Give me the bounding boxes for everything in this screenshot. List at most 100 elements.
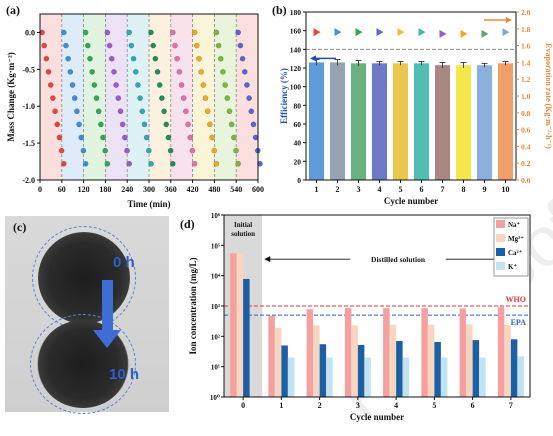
mass-point — [65, 55, 71, 62]
efficiency-bar — [413, 63, 430, 181]
mass-point — [111, 69, 117, 75]
efficiency-bar — [350, 63, 367, 181]
mass-point — [43, 55, 50, 62]
mass-point — [169, 160, 176, 167]
x-axis-label: Time (min) — [127, 199, 170, 209]
mass-point — [104, 29, 111, 36]
y2-axis-label: Evaporation rate (Kg·m⁻²·h⁻¹) — [544, 43, 553, 149]
y-tick-label: 100 — [290, 83, 302, 92]
mass-point — [180, 95, 187, 101]
mass-point — [104, 160, 111, 167]
mass-point — [183, 108, 189, 115]
mass-point — [235, 160, 241, 167]
y2-tick-label: 2.0 — [521, 8, 531, 17]
distilled-label: Distilled solution — [371, 255, 426, 264]
evaporation-marker — [481, 29, 489, 38]
mass-point — [222, 82, 228, 88]
initial-label-line1: Initial — [234, 221, 252, 229]
ion-bar — [504, 324, 511, 397]
mass-point — [143, 134, 150, 141]
ion-bar — [230, 253, 237, 397]
left-arrow-head — [310, 55, 316, 62]
y2-tick-label: 1.2 — [521, 75, 531, 84]
y2-tick-label: 1.4 — [521, 58, 531, 67]
mass-point — [146, 147, 152, 154]
x-tick-label: 5 — [432, 401, 436, 410]
mass-point — [220, 69, 226, 75]
mass-point — [156, 82, 163, 88]
ion-bar — [396, 341, 403, 397]
ion-bar — [351, 325, 358, 397]
panel-b: 1 2 3 4 5 6 7 8 9 100204060801001201401601800.00.… — [272, 3, 553, 206]
evaporation-marker — [313, 28, 321, 37]
legend-swatch — [496, 248, 505, 256]
mass-point — [228, 121, 235, 128]
mass-point — [141, 121, 148, 128]
time-arrow-shaft — [102, 280, 113, 332]
mass-point — [241, 69, 248, 75]
mass-point — [148, 160, 154, 167]
mass-point — [78, 134, 85, 141]
ion-bar — [389, 324, 397, 397]
mass-point — [239, 55, 246, 62]
y-tick-label: 0 — [297, 176, 301, 185]
mass-point — [47, 82, 54, 88]
mass-point — [213, 29, 220, 36]
mass-point — [50, 95, 56, 101]
panel-d-label: (d) — [180, 217, 195, 231]
mass-point — [76, 121, 82, 128]
panel-c-label: (c) — [13, 220, 27, 234]
mass-point — [54, 121, 61, 128]
y2-tick-label: 0.4 — [521, 142, 531, 151]
mass-point — [135, 82, 141, 88]
mass-point — [61, 29, 67, 36]
ion-bar — [517, 356, 524, 397]
mass-point — [45, 69, 52, 75]
mass-point — [82, 29, 89, 36]
y-tick-label: 10¹ — [211, 364, 220, 372]
dish-bottom-ring — [30, 314, 136, 414]
photo-bottom-label: 10 h — [109, 366, 140, 383]
efficiency-bar — [371, 63, 388, 181]
x-tick-label: 1 — [279, 401, 283, 410]
ion-bar — [268, 315, 275, 397]
mass-point — [108, 55, 115, 62]
mass-point — [226, 108, 233, 115]
mass-point — [191, 160, 198, 167]
mass-point — [189, 147, 196, 154]
mass-point — [150, 42, 156, 49]
mass-point — [139, 108, 146, 115]
mass-point — [250, 121, 257, 128]
x-tick-label: 3 — [357, 185, 361, 194]
mass-point — [148, 29, 154, 36]
x-tick-label: 0 — [241, 401, 245, 410]
mass-point — [106, 42, 113, 49]
evaporation-marker — [334, 28, 342, 37]
mass-point — [161, 108, 167, 115]
efficiency-bar — [455, 65, 472, 180]
legend-swatch — [496, 262, 505, 270]
x-tick-label: 9 — [483, 185, 487, 194]
y-tick-label: -1.0 — [22, 102, 35, 111]
mass-point — [126, 29, 132, 36]
mass-point — [117, 108, 124, 115]
efficiency-bar — [308, 62, 325, 180]
mass-point — [178, 82, 185, 88]
mass-point — [115, 95, 122, 101]
ion-bar — [510, 339, 518, 397]
x-tick-label: 3 — [356, 401, 360, 410]
mass-point — [185, 121, 191, 128]
efficiency-bar — [497, 63, 514, 181]
mass-point — [41, 42, 47, 49]
ion-bar — [287, 357, 295, 397]
ion-bar — [497, 307, 505, 397]
y-tick-label: 10⁴ — [211, 273, 221, 281]
y2-tick-label: 0.8 — [521, 109, 531, 118]
mass-point — [204, 108, 211, 115]
evaporation-marker — [397, 28, 405, 37]
evaporation-marker — [439, 29, 447, 38]
ion-bar — [319, 344, 327, 397]
legend-label: Mg²⁺ — [508, 235, 524, 243]
x-tick-label: 6 — [420, 185, 424, 194]
